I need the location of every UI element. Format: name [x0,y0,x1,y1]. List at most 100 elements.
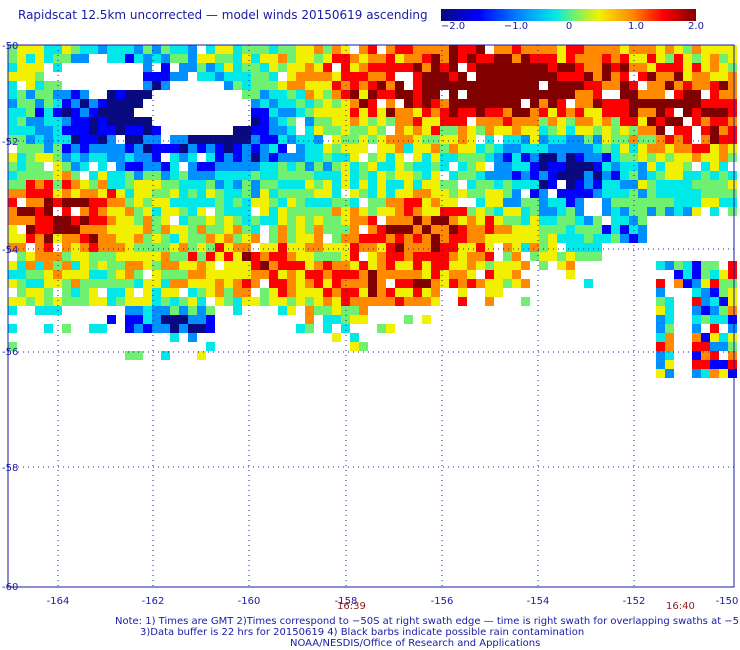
wind-cell [413,63,422,72]
wind-cell [152,63,161,72]
wind-cell [422,198,431,207]
wind-cell [611,135,620,144]
wind-cell [701,369,710,378]
wind-cell [152,144,161,153]
wind-cell [656,45,665,54]
wind-cell [116,252,125,261]
wind-cell [539,126,548,135]
wind-cell [260,117,269,126]
wind-cell [143,144,152,153]
wind-cell [53,162,62,171]
wind-cell [530,171,539,180]
wind-cell [683,198,692,207]
wind-cell [638,216,647,225]
wind-cell [107,216,116,225]
wind-cell [71,225,80,234]
wind-cell [593,171,602,180]
wind-cell [458,72,467,81]
wind-cell [602,135,611,144]
wind-cell [611,234,620,243]
wind-cell [53,198,62,207]
wind-cell [242,297,251,306]
wind-cell [395,252,404,261]
wind-cell [710,45,719,54]
wind-cell [251,216,260,225]
wind-cell [404,45,413,54]
wind-cell [359,261,368,270]
wind-cell [8,90,17,99]
wind-cell [188,216,197,225]
wind-cell [188,306,197,315]
wind-cell [521,297,530,306]
wind-cell [224,261,233,270]
wind-cell [89,207,98,216]
wind-cell [71,252,80,261]
wind-cell [359,72,368,81]
wind-cell [170,333,179,342]
wind-cell [431,99,440,108]
wind-cell [503,54,512,63]
wind-cell [719,270,728,279]
wind-cell [143,135,152,144]
wind-cell [656,351,665,360]
wind-cell [278,198,287,207]
wind-cell [332,306,341,315]
wind-cell [413,261,422,270]
wind-cell [62,270,71,279]
wind-cell [116,234,125,243]
wind-cell [350,315,359,324]
wind-cell [710,108,719,117]
wind-cell [161,315,170,324]
wind-cell [89,99,98,108]
wind-cell [647,162,656,171]
wind-cell [242,198,251,207]
wind-cell [125,252,134,261]
wind-cell [305,54,314,63]
wind-cell [71,108,80,117]
wind-cell [404,90,413,99]
wind-cell [422,63,431,72]
wind-cell [629,117,638,126]
wind-cell [296,234,305,243]
wind-cell [665,324,674,333]
wind-cell [701,162,710,171]
wind-cell [125,162,134,171]
wind-cell [494,144,503,153]
wind-cell [368,117,377,126]
wind-cell [206,324,215,333]
wind-cell [17,162,26,171]
wind-cell [503,117,512,126]
wind-cell [413,270,422,279]
wind-cell [314,234,323,243]
wind-cell [521,90,530,99]
wind-cell [575,99,584,108]
wind-cell [269,153,278,162]
wind-cell [35,297,44,306]
wind-cell [359,180,368,189]
wind-cell [287,108,296,117]
wind-cell [305,45,314,54]
wind-cell [161,216,170,225]
wind-cell [467,225,476,234]
wind-cell [431,216,440,225]
wind-cell [26,90,35,99]
wind-cell [386,171,395,180]
wind-cell [584,225,593,234]
wind-cell [485,108,494,117]
wind-cell [701,99,710,108]
wind-cell [404,126,413,135]
wind-cell [656,360,665,369]
wind-cell [17,180,26,189]
wind-cell [539,90,548,99]
wind-cell [566,135,575,144]
wind-cell [197,207,206,216]
wind-cell [593,45,602,54]
wind-cell [134,252,143,261]
wind-cell [413,126,422,135]
wind-cell [512,261,521,270]
wind-cell [611,225,620,234]
wind-cell [674,117,683,126]
wind-cell [224,207,233,216]
wind-cell [692,135,701,144]
wind-cell [539,198,548,207]
